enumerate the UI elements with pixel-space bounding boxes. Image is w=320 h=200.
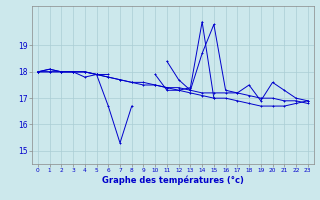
X-axis label: Graphe des températures (°c): Graphe des températures (°c) [102,176,244,185]
